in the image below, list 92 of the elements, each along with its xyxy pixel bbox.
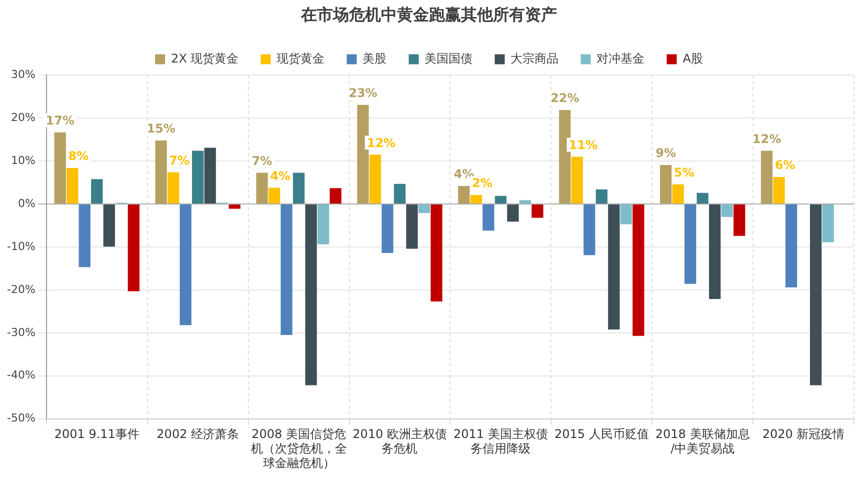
bar (228, 204, 240, 209)
bar (810, 204, 822, 386)
data-label: 5% (674, 165, 694, 180)
data-label: 23% (348, 86, 378, 100)
data-label: 22% (550, 91, 580, 106)
bar (330, 188, 342, 204)
data-label: 7% (252, 154, 272, 168)
bar (128, 204, 140, 292)
x-tick-label: 2015 人民币贬值 (554, 427, 649, 442)
y-tick-label: -10% (6, 240, 36, 253)
data-label: 12% (366, 136, 396, 150)
legend-label: 美国国债 (424, 51, 473, 66)
bar (596, 189, 608, 204)
bar (280, 204, 292, 336)
bar (418, 204, 430, 214)
chart-title: 在市场危机中黄金跑赢其他所有资产 (300, 4, 557, 24)
bar (180, 204, 192, 326)
bar (482, 204, 494, 231)
y-tick-label: -20% (6, 282, 36, 296)
bar (519, 200, 532, 204)
legend-label: 现货黄金 (276, 51, 325, 66)
bar (155, 140, 167, 204)
bar (91, 179, 103, 204)
bar (608, 204, 620, 330)
x-tick-label: 2001 9.11事件 (54, 427, 140, 442)
data-label: 17% (46, 113, 74, 128)
bar (458, 186, 470, 204)
bar (305, 204, 317, 386)
bar (54, 132, 66, 204)
bar (734, 204, 746, 236)
bar (168, 172, 180, 204)
bar (532, 204, 544, 218)
bar (430, 204, 442, 302)
bar (66, 168, 78, 204)
data-label: 4% (270, 168, 290, 183)
bar (470, 195, 482, 204)
bar (584, 204, 596, 256)
bar (632, 204, 644, 336)
bar (709, 204, 721, 299)
x-tick-label: 2008 美国信贷危机（次贷危机，全球金融危机） (250, 427, 347, 470)
bar (559, 110, 571, 204)
y-tick-label: 20% (10, 111, 36, 124)
bar (773, 176, 785, 204)
data-label: 8% (68, 149, 89, 164)
bar (696, 192, 708, 204)
bar (192, 150, 204, 204)
bar (103, 204, 115, 247)
y-tick-label: 10% (10, 154, 36, 167)
data-label: 6% (774, 158, 796, 172)
data-label: 9% (656, 146, 676, 160)
legend-label: 2X 现货黄金 (171, 51, 239, 66)
data-label: 11% (568, 138, 598, 152)
legend-label: 美股 (362, 51, 387, 66)
y-tick-label: -40% (6, 368, 36, 382)
bar (78, 204, 90, 268)
legend-label: 对冲基金 (596, 51, 645, 66)
x-tick-label: 2020 新冠疫情 (762, 427, 845, 442)
y-tick-label: -50% (6, 412, 36, 425)
bar (204, 148, 216, 204)
x-tick-label: 2018 美联储加息/中美贸易战 (655, 427, 750, 456)
x-tick-label: 2011 美国主权债务信用降级 (454, 427, 548, 456)
bar (292, 172, 305, 204)
y-tick-label: 30% (10, 68, 36, 82)
bar (571, 156, 583, 204)
bar (394, 184, 406, 204)
data-label: 15% (146, 122, 176, 136)
y-tick-label: -30% (6, 326, 36, 339)
bar (268, 188, 280, 204)
x-tick-label: 2010 欧洲主权债务危机 (352, 427, 447, 456)
bar (507, 204, 519, 222)
data-label: 2% (472, 176, 492, 190)
bar (494, 196, 507, 204)
y-tick-label: 0% (18, 196, 36, 210)
bar (660, 164, 672, 204)
bar (785, 204, 798, 288)
bar (256, 172, 268, 204)
legend-label: 大宗商品 (510, 51, 559, 66)
bar (357, 104, 369, 204)
bar (406, 204, 418, 249)
bar (620, 204, 632, 224)
bar (684, 204, 696, 284)
bar (760, 150, 773, 204)
bar (721, 204, 733, 217)
bar (382, 204, 394, 254)
data-label: 12% (752, 132, 782, 146)
bar (672, 184, 684, 204)
data-label: 7% (169, 153, 190, 168)
bar (317, 204, 330, 244)
legend-label: A股 (682, 51, 703, 66)
x-tick-label: 2002 经济萧条 (156, 427, 240, 442)
bar (369, 154, 382, 204)
bar (822, 204, 834, 242)
